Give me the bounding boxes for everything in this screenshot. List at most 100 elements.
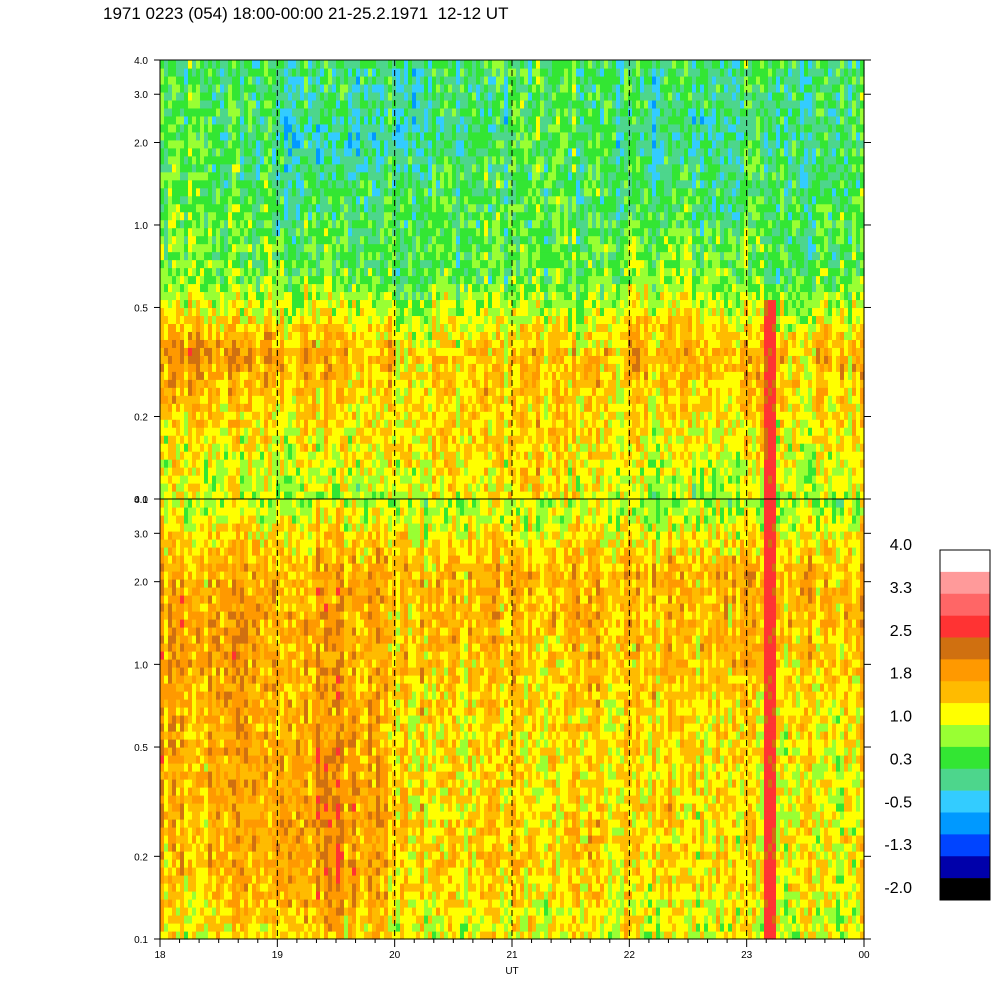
heatmap-cell [236,443,241,452]
heatmap-cell [428,267,433,277]
heatmap-cell [436,483,441,492]
heatmap-cell [384,99,389,109]
heatmap-cell [260,163,265,173]
heatmap-cell [308,147,313,157]
heatmap-cell [460,235,465,245]
heatmap-cell [364,275,369,285]
heatmap-cell [224,323,229,332]
heatmap-cell [396,403,401,412]
heatmap-cell [264,387,269,396]
heatmap-cell [428,203,433,213]
heatmap-cell [204,195,209,205]
heatmap-cell [468,91,473,101]
heatmap-cell [280,339,285,348]
heatmap-cell [480,60,485,69]
heatmap-cell [352,331,357,340]
heatmap-cell [380,267,385,277]
heatmap-cell [320,339,325,348]
heatmap-cell [336,99,341,109]
heatmap-cell [312,187,317,197]
heatmap-cell [380,315,385,324]
heatmap-cell [216,355,221,364]
heatmap-cell [380,331,385,340]
heatmap-cell [496,419,501,428]
heatmap-cell [404,91,409,101]
heatmap-cell [176,179,181,189]
heatmap-cell [232,355,237,364]
heatmap-cell [456,67,461,77]
heatmap-cell [464,227,469,237]
heatmap-cell [308,379,313,388]
heatmap-cell [284,379,289,388]
heatmap-cell [440,235,445,245]
heatmap-cell [404,315,409,324]
heatmap-cell [296,371,301,380]
heatmap-cell [492,355,497,364]
heatmap-cell [464,243,469,253]
heatmap-cell [196,163,201,173]
heatmap-cell [480,203,485,213]
heatmap-cell [408,363,413,372]
heatmap-cell [416,187,421,197]
heatmap-cell [300,395,305,404]
heatmap-cell [408,147,413,157]
heatmap-cell [348,331,353,340]
heatmap-cell [240,235,245,245]
heatmap-cell [460,459,465,468]
heatmap-cell [476,75,481,85]
heatmap-cell [440,411,445,420]
heatmap-cell [476,427,481,436]
heatmap-cell [292,235,297,245]
heatmap-cell [432,251,437,261]
heatmap-cell [256,91,261,101]
heatmap-cell [276,163,281,173]
heatmap-cell [204,475,209,484]
heatmap-cell [472,411,477,420]
heatmap-cell [288,267,293,277]
heatmap-cell [192,235,197,245]
heatmap-cell [264,299,269,309]
heatmap-cell [216,60,221,69]
heatmap-cell [252,323,257,332]
heatmap-cell [352,251,357,261]
heatmap-cell [300,443,305,452]
heatmap-cell [508,347,513,356]
heatmap-cell [388,275,393,285]
heatmap-cell [344,491,349,500]
heatmap-cell [368,307,373,317]
heatmap-cell [236,291,241,301]
heatmap-cell [428,115,433,125]
heatmap-cell [336,443,341,452]
heatmap-cell [200,467,205,476]
heatmap-cell [448,91,453,101]
heatmap-cell [312,131,317,141]
heatmap-cell [164,267,169,277]
heatmap-cell [240,83,245,93]
heatmap-cell [484,187,489,197]
heatmap-cell [436,267,441,277]
heatmap-cell [288,411,293,420]
heatmap-cell [388,123,393,133]
heatmap-cell [340,75,345,85]
heatmap-cell [212,331,217,340]
heatmap-cell [472,75,477,85]
heatmap-cell [232,299,237,309]
heatmap-cell [176,467,181,476]
heatmap-cell [332,347,337,356]
heatmap-cell [380,475,385,484]
heatmap-cell [284,243,289,253]
heatmap-cell [184,347,189,356]
heatmap-cell [348,259,353,269]
heatmap-cell [216,179,221,189]
heatmap-cell [260,60,265,69]
heatmap-cell [420,275,425,285]
heatmap-cell [396,363,401,372]
heatmap-cell [516,235,521,245]
heatmap-cell [480,243,485,253]
heatmap-cell [504,467,509,476]
heatmap-cell [404,107,409,117]
heatmap-cell [356,251,361,261]
heatmap-cell [408,323,413,332]
heatmap-cell [296,411,301,420]
heatmap-cell [248,75,253,85]
